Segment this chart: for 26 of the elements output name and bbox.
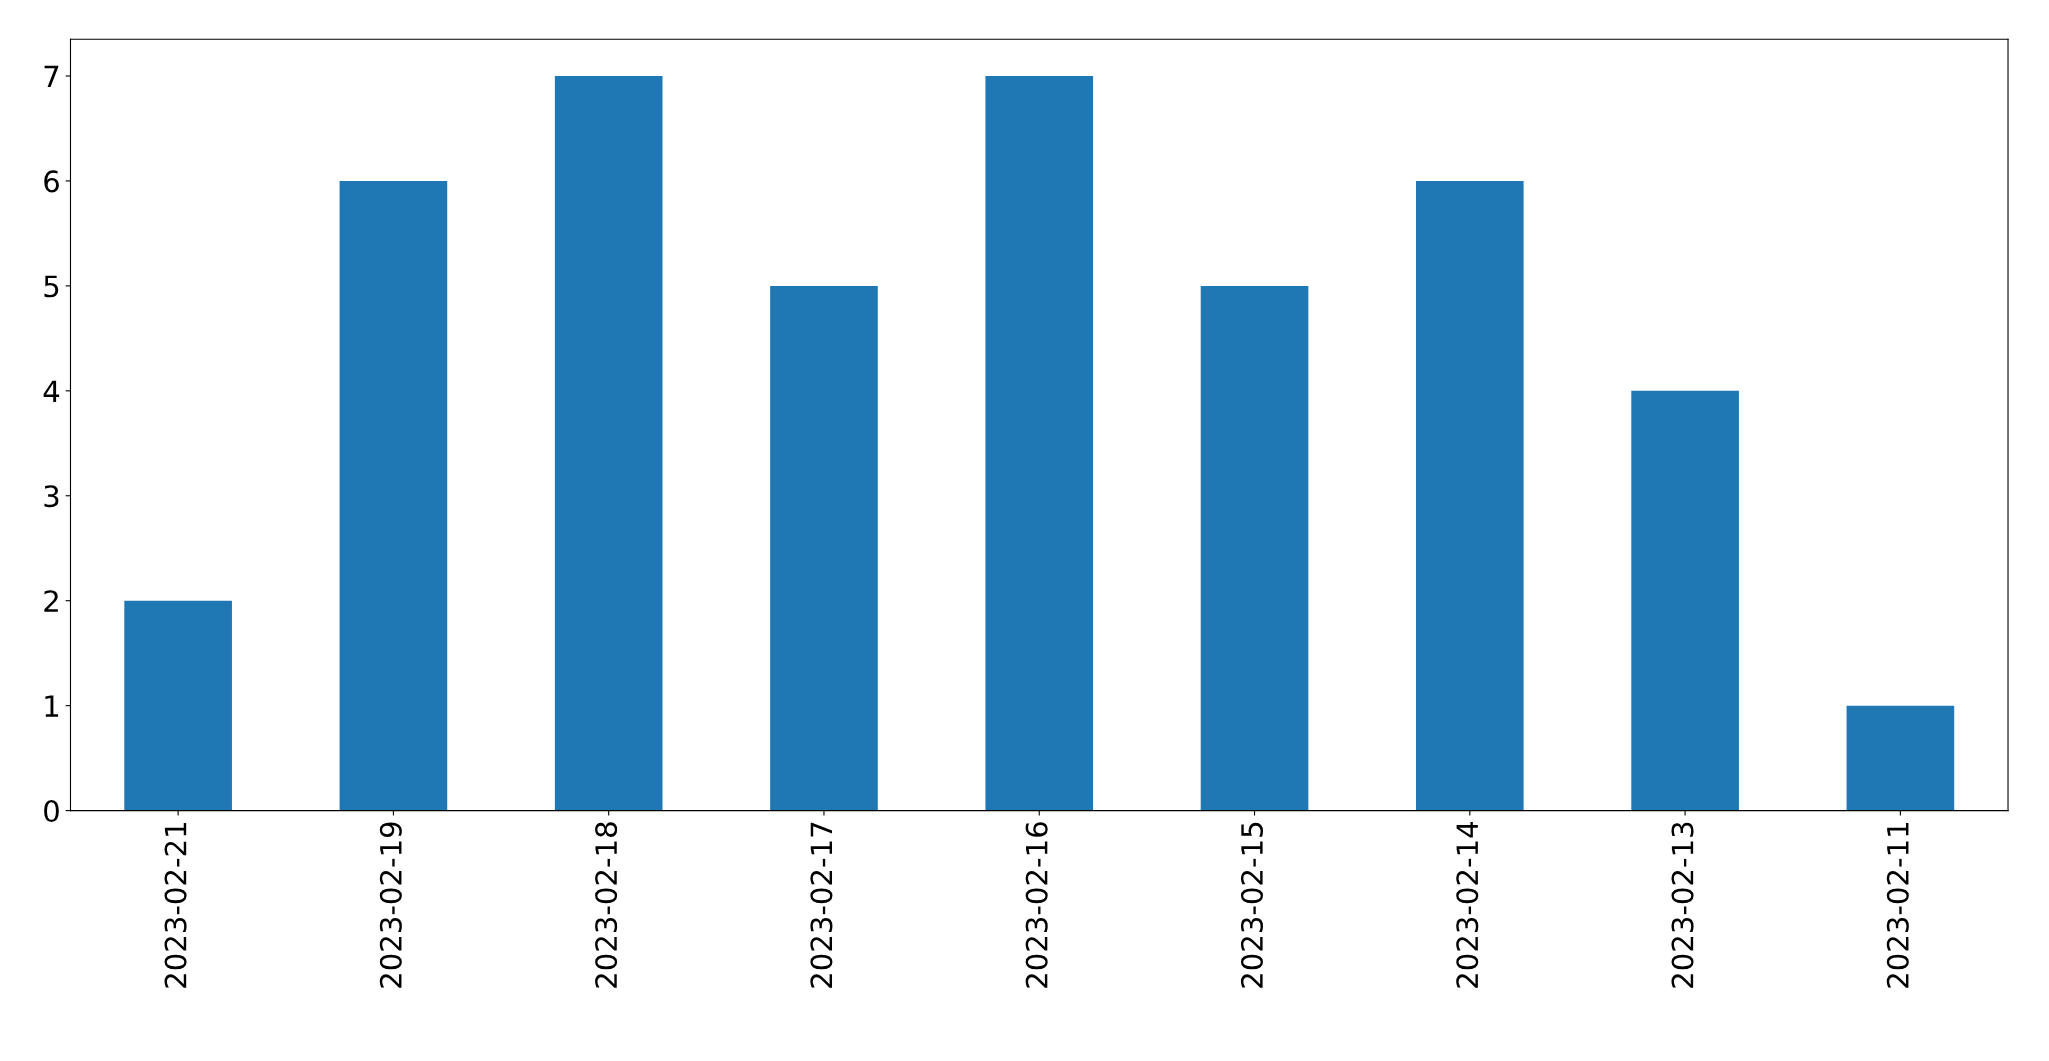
y-tick-label: 0 (44, 800, 59, 823)
bar (985, 75, 1094, 811)
y-tick-label: 5 (44, 275, 59, 298)
y-tick-label: 3 (44, 485, 59, 508)
y-tick-label: 6 (44, 170, 59, 193)
x-tick-label: 2023-02-14 (1456, 821, 1479, 988)
x-tick-label: 2023-02-15 (1240, 822, 1263, 988)
bar (1416, 180, 1524, 811)
x-tick-label: 2023-02-17 (810, 822, 833, 988)
y-tick-label: 1 (45, 695, 59, 717)
x-tick-label: 2023-02-19 (379, 822, 402, 988)
x-tick-label: 2023-02-18 (595, 822, 618, 988)
bar (339, 180, 448, 811)
y-tick-label: 4 (43, 380, 60, 402)
bar (1631, 390, 1739, 811)
x-tick-label: 2023-02-16 (1025, 822, 1048, 988)
x-tick-label: 2023-02-13 (1671, 822, 1694, 988)
bar (124, 600, 232, 811)
bar (554, 75, 663, 811)
y-tick-label: 2 (44, 590, 58, 612)
x-tick-label: 2023-02-11 (1886, 823, 1909, 988)
bar (1200, 285, 1309, 811)
bar (770, 285, 878, 811)
bar (1846, 705, 1955, 811)
x-tick-label: 2023-02-21 (164, 823, 187, 988)
y-tick-label: 7 (44, 65, 59, 88)
